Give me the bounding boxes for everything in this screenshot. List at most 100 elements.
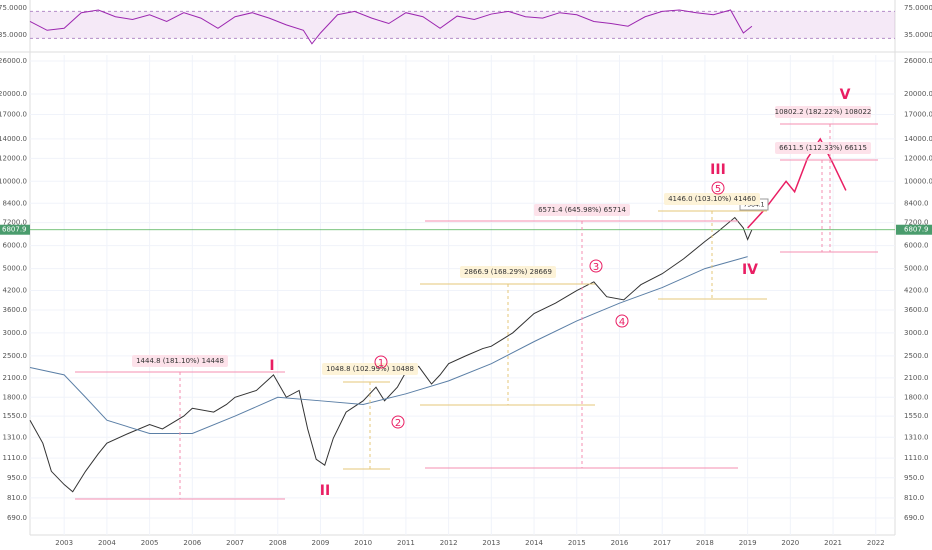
y-tick-label: 2500.0 [3, 352, 28, 360]
x-tick-label: 2009 [312, 539, 330, 547]
y-tick-label: 10000.0 [0, 177, 27, 185]
y-tick-label: 690.0 [7, 514, 27, 522]
y-tick-label: 1310.0 [904, 433, 929, 441]
rsi-tick-label: 75.0000 [904, 4, 932, 12]
last-price-box [896, 224, 932, 235]
x-tick-label: 2006 [183, 539, 201, 547]
y-tick-label: 1110.0 [3, 454, 28, 462]
y-tick-label: 2100.0 [3, 374, 28, 382]
x-tick-label: 2004 [98, 539, 116, 547]
wave-label: II [320, 483, 330, 499]
y-tick-label: 810.0 [904, 494, 924, 502]
sub-wave-circle [374, 355, 388, 369]
measure-box [322, 363, 418, 375]
measure-label: 4146.0 (103.10%) 41460 [668, 195, 756, 203]
y-tick-label: 1110.0 [904, 454, 929, 462]
wave-label: III [710, 162, 726, 178]
sub-wave-label: 4 [619, 317, 625, 328]
x-tick-label: 2005 [141, 539, 159, 547]
sub-wave-circle [589, 259, 603, 273]
rsi-band [30, 11, 895, 39]
y-tick-label: 690.0 [904, 514, 924, 522]
x-tick-label: 2022 [867, 539, 885, 547]
sub-wave-label: 5 [715, 184, 721, 195]
y-tick-label: 2500.0 [904, 352, 929, 360]
y-tick-label: 3000.0 [3, 329, 28, 337]
x-tick-label: 2007 [226, 539, 244, 547]
y-tick-label: 26000.0 [904, 57, 932, 65]
measure-label: 2866.9 (168.29%) 28669 [464, 268, 552, 276]
measure-label: 6611.5 (112.33%) 66115 [779, 144, 867, 152]
sub-wave-label: 2 [395, 418, 401, 429]
measure-label: 6571.4 (645.98%) 65714 [538, 206, 626, 214]
series-line [29, 216, 753, 493]
y-tick-label: 4200.0 [904, 287, 929, 295]
x-tick-label: 2013 [482, 539, 500, 547]
x-tick-label: 2017 [653, 539, 671, 547]
series-line [29, 256, 748, 434]
y-tick-label: 950.0 [904, 474, 924, 482]
y-tick-label: 8400.0 [904, 199, 929, 207]
y-tick-label: 5000.0 [3, 265, 28, 273]
sub-wave-circle [711, 181, 725, 195]
sub-wave-circle [615, 314, 629, 328]
y-tick-label: 20000.0 [0, 90, 27, 98]
x-tick-label: 2019 [739, 539, 757, 547]
x-tick-label: 2010 [354, 539, 372, 547]
y-tick-label: 1550.0 [904, 412, 929, 420]
measure-box [534, 204, 630, 216]
y-tick-label: 26000.0 [0, 57, 27, 65]
x-tick-label: 2008 [269, 539, 287, 547]
y-tick-label: 3000.0 [904, 329, 929, 337]
measure-box [664, 193, 760, 205]
y-tick-label: 17000.0 [0, 110, 27, 118]
wave-label: IV [742, 262, 758, 278]
measure-box [132, 355, 228, 367]
y-tick-label: 3600.0 [904, 306, 929, 314]
measure-box [460, 266, 556, 278]
rsi-tick-label: 35.0000 [904, 31, 932, 39]
x-tick-label: 2012 [440, 539, 458, 547]
x-tick-label: 2003 [55, 539, 73, 547]
measure-box [775, 106, 871, 118]
y-tick-label: 1310.0 [3, 433, 28, 441]
rsi-tick-label: 35.0000 [0, 31, 27, 39]
y-tick-label: 950.0 [7, 474, 27, 482]
y-tick-label: 6000.0 [3, 242, 28, 250]
rsi-line [29, 9, 753, 45]
rsi-tick-label: 75.0000 [0, 4, 27, 12]
measure-label: 10802.2 (182.22%) 108022 [775, 108, 872, 116]
x-tick-label: 2015 [568, 539, 586, 547]
last-price-label: 6807.9 [904, 226, 929, 234]
y-tick-label: 14000.0 [904, 135, 932, 143]
y-tick-label: 1550.0 [3, 412, 28, 420]
y-tick-label: 7200.0 [3, 219, 28, 227]
wave-label: V [840, 87, 851, 103]
y-tick-label: 810.0 [7, 494, 27, 502]
x-tick-label: 2014 [525, 539, 543, 547]
y-tick-label: 1800.0 [3, 393, 28, 401]
x-tick-label: 2016 [611, 539, 629, 547]
sub-wave-label: 1 [378, 358, 384, 369]
x-tick-label: 2011 [397, 539, 415, 547]
sub-wave-label: 3 [593, 262, 599, 273]
y-tick-label: 10000.0 [904, 177, 932, 185]
y-tick-label: 12000.0 [904, 154, 932, 162]
last-price-label: 6807.9 [2, 226, 27, 234]
measure-box [775, 142, 871, 154]
y-tick-label: 6000.0 [904, 242, 929, 250]
y-tick-label: 2100.0 [904, 374, 929, 382]
y-tick-label: 4200.0 [3, 287, 28, 295]
y-tick-label: 8400.0 [3, 199, 28, 207]
wave-label: I [269, 358, 274, 374]
measure-label: 1048.8 (102.99%) 10488 [326, 365, 414, 373]
last-price-box [0, 224, 30, 235]
y-tick-label: 14000.0 [0, 135, 27, 143]
x-tick-label: 2020 [781, 539, 799, 547]
y-tick-label: 20000.0 [904, 90, 932, 98]
x-tick-label: 2021 [824, 539, 842, 547]
y-tick-label: 1800.0 [904, 393, 929, 401]
measure-label: 1444.8 (181.10%) 14448 [136, 357, 224, 365]
y-tick-label: 3600.0 [3, 306, 28, 314]
y-tick-label: 12000.0 [0, 154, 27, 162]
